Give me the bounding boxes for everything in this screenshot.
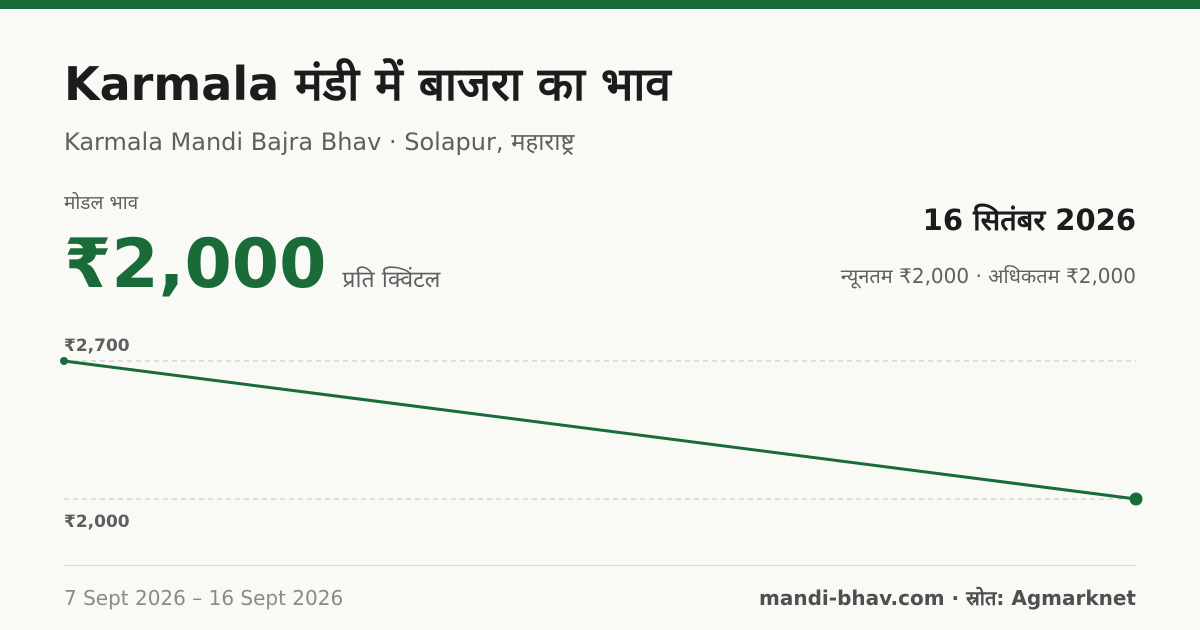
source-credit: mandi-bhav.com · स्रोत: Agmarknet [759, 584, 1136, 612]
date-period: 7 Sept 2026 – 16 Sept 2026 [64, 584, 343, 612]
y-tick-label: ₹2,000 [64, 512, 130, 532]
data-point [60, 357, 68, 365]
data-point [1130, 493, 1143, 506]
y-tick-label: ₹2,700 [64, 336, 130, 356]
price-series-line [64, 361, 1136, 499]
footer-divider [64, 565, 1136, 566]
